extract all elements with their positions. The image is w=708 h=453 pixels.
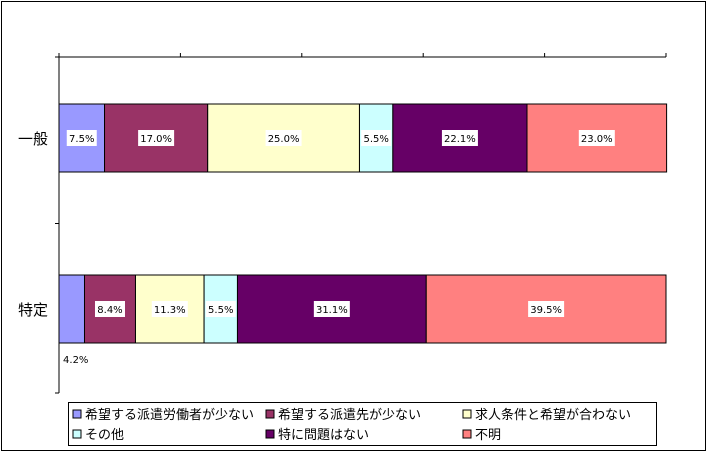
data-label-bg <box>138 130 175 146</box>
data-labels: 7.5% 17.0% 25.0% 5.5% 22.1% 23.0% 4.2% 8.4% 11.3… <box>63 130 615 366</box>
data-label: 25.0% <box>265 130 302 146</box>
data-label: 39.5% <box>528 301 565 317</box>
legend-item[interactable]: 不明 <box>462 428 501 443</box>
data-label-bg <box>151 301 188 317</box>
legend-label: その他 <box>85 428 124 443</box>
data-label-text: 39.5% <box>530 305 562 316</box>
legend-swatch <box>265 409 275 419</box>
data-label-bg <box>94 301 125 317</box>
data-label-text: 8.4% <box>97 305 122 316</box>
legend-swatch <box>72 429 82 439</box>
data-label-text: 11.3% <box>154 305 186 316</box>
data-label-text: 4.2% <box>63 355 88 366</box>
legend-box <box>68 402 657 446</box>
legend-swatch <box>462 409 472 419</box>
legend-label: 希望する派遣先が少ない <box>278 407 421 423</box>
data-label: 4.2% <box>63 355 88 366</box>
data-label-bg <box>528 301 565 317</box>
legend-item[interactable]: 求人条件と希望が合わない <box>462 407 631 423</box>
data-label-text: 5.5% <box>208 305 233 316</box>
data-label-bg <box>265 130 302 146</box>
legend-label: 不明 <box>475 428 501 443</box>
data-label: 8.4% <box>94 301 125 317</box>
legend-label: 求人条件と希望が合わない <box>475 407 631 423</box>
data-label: 31.1% <box>313 301 350 317</box>
bar-segment <box>58 274 85 344</box>
category-label: 特定 <box>18 301 48 319</box>
data-label: 23.0% <box>578 130 615 146</box>
data-label-text: 23.0% <box>581 134 613 145</box>
bar-segment <box>526 103 668 173</box>
data-label-text: 25.0% <box>268 134 300 145</box>
legend-item[interactable]: 希望する派遣先が少ない <box>265 407 421 423</box>
legend-swatch <box>265 429 275 439</box>
data-label-text: 5.5% <box>363 134 388 145</box>
data-label: 11.3% <box>151 301 188 317</box>
legend-swatch <box>72 409 82 419</box>
data-label: 17.0% <box>138 130 175 146</box>
legend-label: 特に問題はない <box>278 428 369 443</box>
legend-swatch <box>462 429 472 439</box>
data-label-bg <box>66 130 97 146</box>
data-label-text: 22.1% <box>444 134 476 145</box>
legend-label: 希望する派遣労働者が少ない <box>85 407 254 423</box>
data-label-bg <box>441 130 478 146</box>
data-label-bg <box>361 130 392 146</box>
data-label-text: 7.5% <box>69 134 94 145</box>
data-label: 22.1% <box>441 130 478 146</box>
category-label: 一般 <box>18 130 48 148</box>
data-label-bg <box>205 301 236 317</box>
data-label: 5.5% <box>205 301 236 317</box>
legend-item[interactable]: その他 <box>72 428 124 443</box>
data-label-text: 31.1% <box>316 305 348 316</box>
data-label: 7.5% <box>66 130 97 146</box>
legend-item[interactable]: 特に問題はない <box>265 428 369 443</box>
data-label-text: 17.0% <box>140 134 172 145</box>
data-label-bg <box>313 301 350 317</box>
legend-item[interactable]: 希望する派遣労働者が少ない <box>72 407 254 423</box>
data-label-bg <box>578 130 615 146</box>
data-label: 5.5% <box>361 130 392 146</box>
